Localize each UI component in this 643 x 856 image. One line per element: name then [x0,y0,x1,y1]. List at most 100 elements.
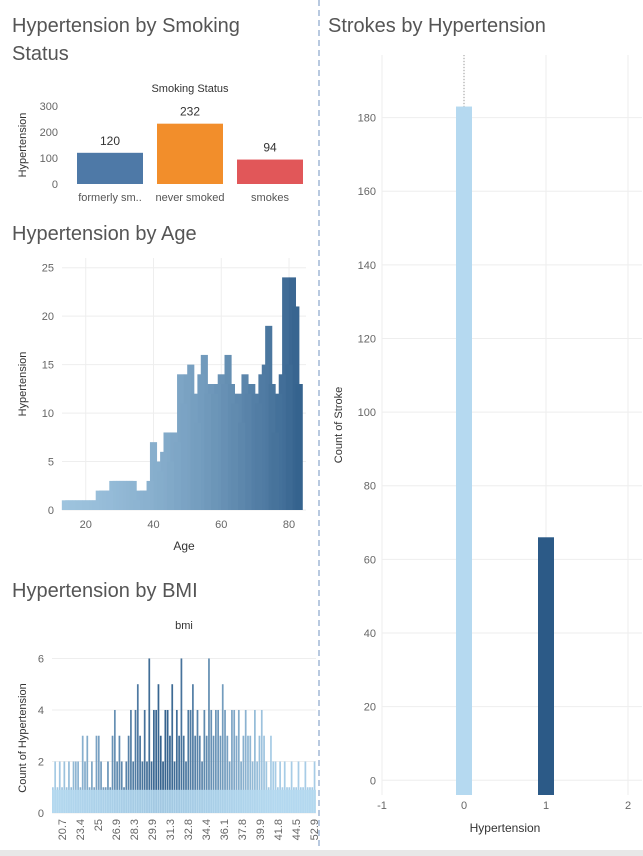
bmi-chart: bmi 0 2 4 6 20.7 23.4 25 26.9 28.3 29.9 31.3 32.8 34.… [17,620,321,840]
bmi-bar [182,735,185,813]
bmi-panel-title: Hypertension by BMI [12,580,198,602]
bmi-bar [297,761,300,813]
bmi-bar [100,761,102,813]
bmi-bar [143,709,146,813]
bmi-bar [107,761,109,813]
bmi-bar [242,735,245,813]
bmi-bar [91,761,93,813]
bmi-bar [270,735,272,813]
bmi-bar [263,735,265,813]
bmi-y-tick-label: 0 [38,808,44,820]
strokes-y-tick-label: 140 [358,260,376,272]
bmi-bar [164,709,167,813]
bmi-bar [203,709,206,813]
bmi-bar [274,761,277,813]
age-bar [271,432,280,510]
age-bar [254,403,263,510]
smoking-data-label: 232 [180,105,200,119]
age-bar [132,500,141,510]
bmi-bar [120,761,123,813]
bmi-bar [210,709,213,813]
bmi-bar [54,761,57,813]
bmi-x-tick-label: 23.4 [75,819,87,840]
bmi-base-band [52,789,316,813]
bmi-y-tick-label: 6 [38,653,44,665]
age-bar [193,422,202,510]
age-x-tick-label: 40 [147,519,159,531]
bmi-bar [95,735,98,813]
bmi-bar [226,735,229,813]
bmi-bar [116,761,118,813]
age-bar [143,490,151,510]
smoking-chart-title: Smoking Status [151,83,229,95]
smoking-y-tick-label: 100 [40,153,58,165]
age-bar [238,422,246,510]
bmi-bar [217,709,220,813]
bmi-bar [185,761,187,813]
smoking-data-label: 94 [263,141,277,155]
bmi-bar [254,709,256,813]
strokes-x-axis-label: Hypertension [470,821,541,835]
bmi-bar [81,735,84,813]
bmi-bar [159,735,162,813]
bmi-bar [198,735,201,813]
age-x-tick-label: 80 [283,519,295,531]
bmi-bar [265,761,268,813]
age-y-tick-label: 0 [48,505,54,517]
bmi-bar [231,709,233,813]
bmi-bar [111,735,114,813]
strokes-y-tick-label: 120 [358,333,376,345]
strokes-y-tick-label: 20 [364,702,376,714]
bmi-bar [162,761,164,813]
bmi-bar [212,735,215,813]
bmi-bar [153,709,155,813]
bmi-bar [283,761,286,813]
bmi-bar [157,684,160,813]
bottom-scrollbar [0,850,643,856]
bmi-x-tick-label: 36.1 [219,819,231,840]
bmi-bar [189,709,192,813]
bmi-bar [205,735,208,813]
bmi-bar [132,761,135,813]
age-panel-title: Hypertension by Age [12,223,197,245]
bmi-bar [58,761,61,813]
age-bar [231,403,239,510]
bmi-bar [118,735,121,813]
bmi-bar [166,709,169,813]
bmi-bar [77,761,79,813]
bmi-bar [180,658,183,813]
bmi-x-tick-label: 44.5 [291,819,303,840]
age-bar [221,384,229,510]
smoking-bar [237,159,303,184]
bmi-x-tick-label: 31.3 [165,819,177,840]
bmi-bar [249,735,252,813]
age-bar [156,471,164,510]
age-bar [244,393,252,510]
smoking-panel-title: Hypertension by Smoking Status [12,15,240,65]
bmi-bar [221,684,224,813]
smoking-x-tick-label: formerly sm.. [78,192,142,204]
bmi-bar [84,761,86,813]
bmi-bar [139,735,141,813]
bmi-x-tick-label: 39.9 [255,819,267,840]
bmi-x-tick-label: 41.8 [273,819,285,840]
bmi-x-tick-label: 37.8 [237,819,249,840]
bmi-y-tick-label: 4 [38,705,44,717]
panel-divider [318,0,320,856]
age-y-axis-label: Hypertension [17,352,29,417]
smoking-y-tick-label: 0 [52,179,58,191]
bmi-bar [146,761,148,813]
smoking-y-tick-label: 200 [40,127,58,139]
strokes-x-tick-label: 0 [461,800,467,812]
bmi-bar [304,761,307,813]
bmi-chart-title: bmi [175,620,193,632]
bmi-bar [155,709,158,813]
bmi-bar [148,658,151,813]
bmi-bar [141,761,144,813]
bmi-bar [313,761,316,813]
age-x-axis-label: Age [173,539,195,553]
strokes-y-tick-label: 80 [364,481,376,493]
strokes-chart: 0 20 40 60 80 100 120 140 160 180 -1 0 1 2 Hypertensio… [333,55,642,835]
smoking-status-chart: Smoking Status Hypertension 0 100 200 300 120 f… [17,83,303,204]
bmi-bar [175,709,178,813]
